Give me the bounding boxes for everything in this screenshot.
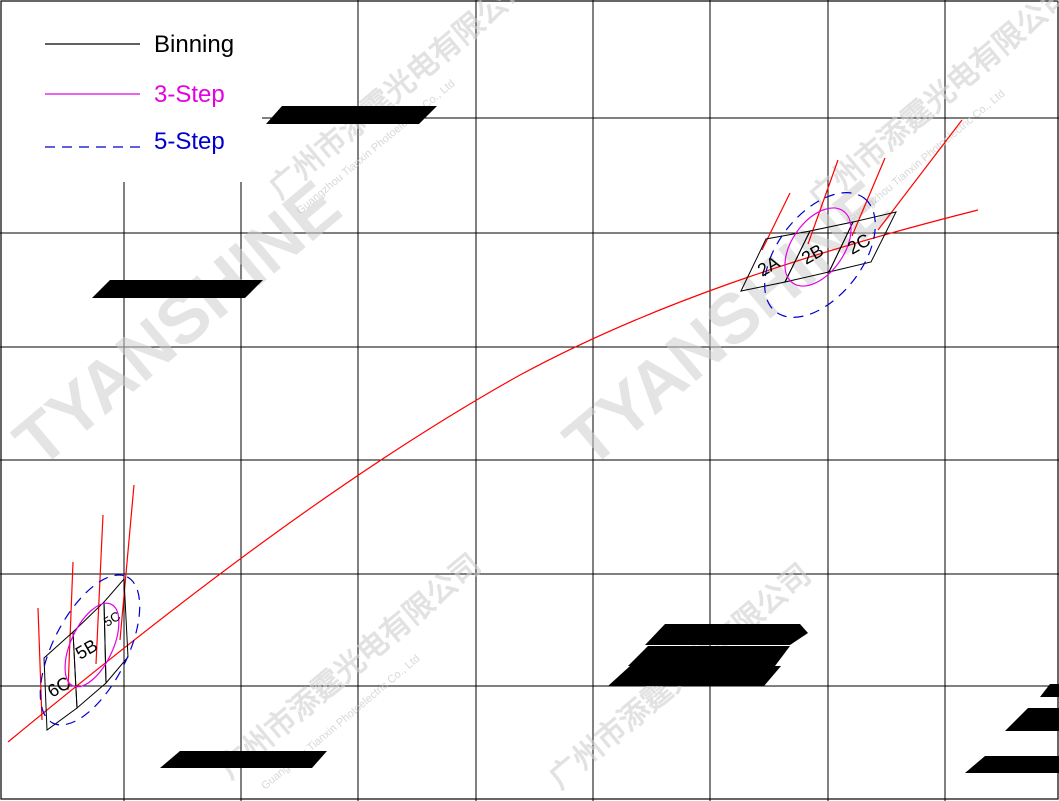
watermark-chinese-2: 广州市添霆光电有限公司: [803, 0, 1059, 215]
watermark-chinese-1: 广州市添霆光电有限公司: [263, 0, 538, 205]
five-step-ellipse-upper: [764, 192, 876, 318]
redaction-bar-8: [1005, 708, 1059, 731]
locus-curve: [7, 209, 979, 743]
three-step-ellipse-upper: [784, 207, 852, 287]
bin-quads-lower: [43, 577, 129, 731]
three-step-ellipse-lower: [64, 602, 120, 688]
redaction-bar-3: [160, 751, 327, 768]
legend-five-step-label: 5-Step: [154, 128, 225, 155]
redaction-bar-5: [628, 646, 790, 666]
legend: Binning 3-Step 5-Step: [45, 31, 234, 155]
bin-6c-label: 6C: [44, 673, 74, 702]
bin-5c-label: 5C: [101, 608, 123, 629]
redaction-bar-2: [92, 280, 263, 298]
five-step-ellipse-lower: [39, 574, 141, 726]
watermark-chinese-3: 广州市添霆光电有限公司: [213, 547, 488, 785]
redaction-marks: [92, 106, 1059, 773]
redaction-bar-9: [965, 756, 1059, 773]
bin-2c-quad: [828, 211, 897, 273]
redaction-bar-1: [266, 106, 437, 124]
isotemperature-lines-lower: [37, 484, 135, 721]
redaction-bar-4: [645, 624, 808, 645]
bin-5c-quad: [103, 577, 129, 685]
redaction-bar-7: [1040, 684, 1059, 697]
bin-quads-upper: [740, 211, 897, 292]
legend-binning-label: Binning: [154, 31, 234, 58]
legend-background: [0, 0, 262, 182]
legend-three-step-label: 3-Step: [154, 81, 225, 108]
redaction-bar-6: [608, 666, 781, 686]
